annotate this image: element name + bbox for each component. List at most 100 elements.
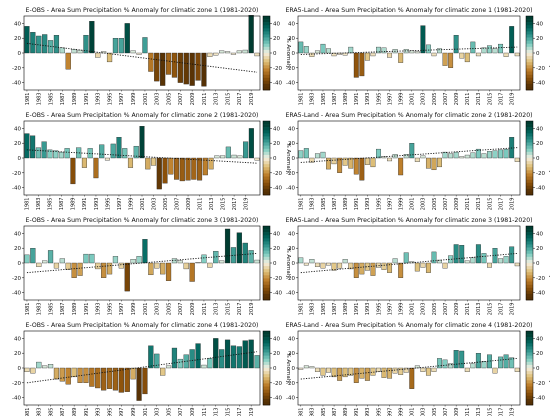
colorbar-segment (526, 22, 533, 26)
colorbar-segment (526, 59, 533, 63)
x-tick-label: 1995 (107, 303, 113, 316)
x-tick-label: 2007 (178, 93, 184, 106)
bar (337, 262, 343, 269)
x-tick-label: 1983 (36, 198, 42, 211)
bar (364, 262, 370, 271)
bar (236, 346, 242, 369)
x-tick-label: 2013 (476, 303, 482, 316)
bar (195, 262, 201, 264)
bar (514, 157, 520, 162)
colorbar-segment (526, 229, 533, 233)
y-tick-label: 20 (14, 141, 21, 147)
bar (492, 150, 498, 159)
colorbar-label: % Anomaly (548, 247, 550, 279)
bar (65, 367, 71, 385)
x-tick-label: 2013 (476, 408, 482, 416)
bar (70, 157, 76, 185)
colorbar-segment (263, 28, 270, 32)
colorbar-segment (526, 182, 533, 187)
x-tick-label: 2019 (509, 303, 515, 316)
x-tick-label: 2017 (237, 303, 243, 316)
bar (254, 52, 260, 57)
bar (314, 262, 320, 267)
bar (106, 262, 113, 275)
bar (303, 46, 309, 54)
x-tick-label: 2007 (443, 303, 449, 316)
x-tick-label: 2005 (432, 93, 438, 106)
x-tick-label: 1987 (59, 198, 65, 211)
bar (487, 151, 492, 159)
x-tick-label: 2015 (225, 303, 231, 316)
bar (219, 349, 225, 369)
x-tick-label: 2011 (202, 303, 208, 316)
bar (453, 350, 459, 369)
colorbar-segment (526, 43, 533, 48)
colorbar-segment (526, 40, 533, 45)
bar (225, 146, 231, 159)
chart-title: ERA5-Land - Area Sum Precipitation % Ano… (285, 7, 532, 14)
bar (314, 50, 320, 54)
colorbar-segment (526, 287, 533, 292)
bar (364, 157, 370, 165)
bar (118, 38, 124, 54)
bar (171, 52, 178, 78)
bar (453, 35, 459, 54)
colorbar-segment (526, 235, 533, 239)
bar (71, 49, 77, 54)
bar (148, 345, 154, 369)
bar (189, 52, 195, 86)
colorbar-tick-label: 20 (273, 246, 280, 252)
y-tick-label: 0 (292, 366, 296, 372)
colorbar-tick-label: -20 (273, 66, 282, 72)
colorbar-segment (263, 284, 270, 288)
colorbar-tick-label: 20 (273, 351, 280, 357)
colorbar-segment (263, 287, 270, 292)
bar (431, 52, 437, 57)
y-tick-label: 0 (292, 156, 296, 162)
colorbar-tick-label: -40 (273, 291, 282, 297)
bar (118, 262, 124, 269)
colorbar-tick-label: 40 (273, 231, 280, 237)
colorbar-tick-label: -20 (273, 276, 282, 282)
x-tick-label: 1991 (82, 198, 88, 211)
bar (30, 135, 36, 159)
bar (403, 154, 409, 159)
y-tick-label: -20 (286, 381, 295, 387)
bar (475, 244, 481, 264)
x-tick-label: 1987 (60, 303, 66, 316)
bar (36, 35, 42, 54)
y-tick-label: 40 (288, 21, 295, 27)
x-tick-label: 2013 (476, 198, 482, 211)
x-tick-label: 1991 (84, 303, 90, 316)
bar (470, 152, 476, 159)
colorbar-segment (526, 364, 533, 369)
colorbar-segment (263, 337, 270, 341)
bar (71, 367, 77, 378)
x-tick-label: 1989 (72, 408, 78, 416)
colorbar-tick-label: 0 (536, 261, 540, 267)
bar (95, 367, 101, 389)
bar (298, 257, 304, 264)
bar (481, 153, 487, 159)
bar (448, 255, 454, 264)
bar (183, 262, 189, 270)
plot-frame (297, 225, 521, 301)
bar (83, 253, 89, 264)
bar (148, 262, 154, 276)
x-tick-label: 1989 (71, 198, 77, 211)
x-tick-label: 2019 (509, 198, 515, 211)
colorbar-segment (526, 185, 533, 190)
x-tick-label: 2013 (214, 303, 220, 316)
colorbar-segment (263, 377, 270, 381)
colorbar-segment (526, 28, 533, 32)
bar (320, 262, 326, 269)
colorbar-segment (263, 266, 270, 270)
y-tick-label: 0 (292, 51, 296, 57)
x-tick-label: 2019 (249, 303, 255, 316)
bar (459, 350, 465, 369)
plot-frame (297, 120, 521, 196)
x-tick-label: 2007 (443, 408, 449, 416)
bar (381, 262, 387, 270)
bar (348, 262, 354, 270)
colorbar-segment (263, 139, 270, 143)
